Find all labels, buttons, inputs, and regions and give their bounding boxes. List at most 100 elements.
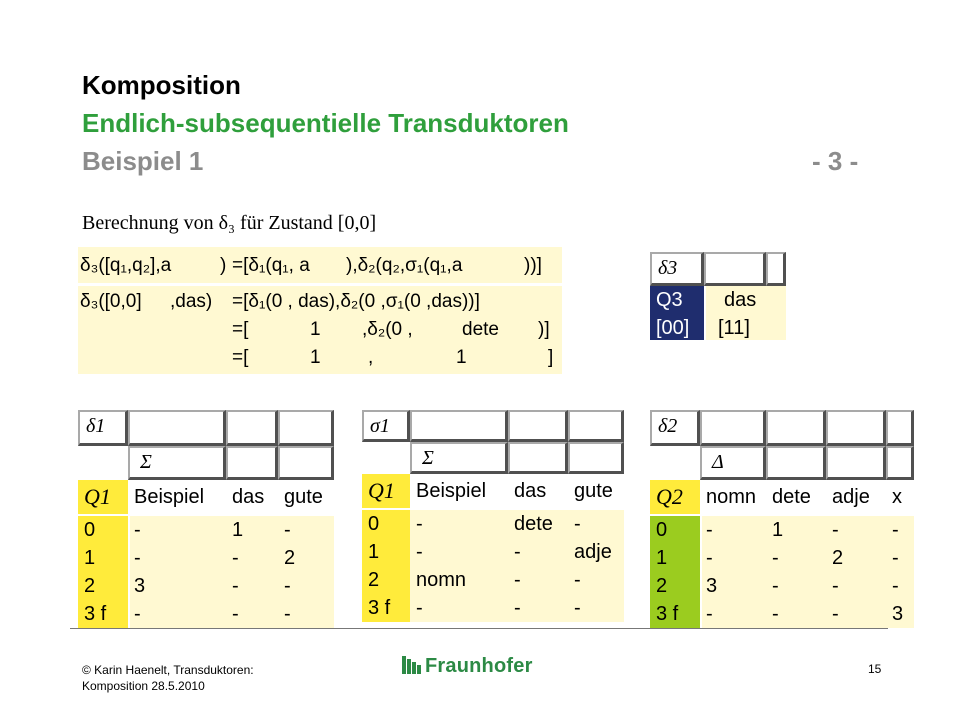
blank-cell: [78, 446, 128, 480]
eq-term: 1: [310, 319, 321, 340]
sigma1-q: Q1: [362, 474, 410, 508]
footer-line-1: © Karin Haenelt, Transduktoren:: [82, 663, 254, 677]
delta1-cell: -: [128, 600, 226, 628]
header-cell: [508, 410, 568, 442]
row-divider: [78, 514, 334, 516]
sigma1-cell: -: [568, 510, 624, 538]
header-cell: [766, 410, 826, 446]
delta2-cell: -: [700, 544, 766, 572]
fraunhofer-logo: [402, 654, 532, 678]
delta3-value: [11]: [704, 314, 786, 340]
slide-subtitle-gray: Beispiel 1: [82, 146, 204, 176]
fraunhofer-logo-text: Fraunhofer: [425, 655, 533, 677]
delta1-state: 3 f: [78, 600, 128, 628]
delta1-cell: 2: [278, 544, 334, 572]
column-divider: [704, 286, 706, 340]
sigma1-cell: -: [568, 594, 624, 622]
delta1-cell: -: [278, 600, 334, 628]
computation-caption: Berechnung von δ₃ für Zustand [0,0]: [82, 212, 377, 234]
sigma1-cell: -: [410, 594, 508, 622]
delta1-cell: -: [278, 516, 334, 544]
delta3-state: [00]: [650, 314, 704, 340]
delta2-q: Q2: [650, 480, 700, 514]
delta2-cell: -: [826, 572, 886, 600]
column-divider: [700, 516, 702, 628]
eq-term: 1: [310, 347, 321, 368]
sigma1-cell: -: [508, 594, 568, 622]
eq-term: ,: [368, 347, 374, 368]
delta1-col: das: [226, 480, 278, 514]
sigma1-state: 0: [362, 510, 410, 538]
delta1-col: gute: [278, 480, 334, 514]
delta2-cell: -: [766, 572, 826, 600]
eq-term: =[: [232, 347, 249, 368]
sigma1-col: Beispiel: [410, 474, 508, 508]
delta1-state: 1: [78, 544, 128, 572]
eq-term: ): [220, 255, 227, 276]
fraunhofer-logo-icon: [402, 656, 421, 674]
header-cell: [826, 446, 886, 480]
delta2-cell: -: [826, 516, 886, 544]
eq-term: =[δ₁(0 , das),δ₂(0 ,σ₁(0 ,das))]: [232, 291, 480, 312]
delta1-col: Beispiel: [128, 480, 226, 514]
header-cell: [226, 446, 278, 480]
delta2-state: 1: [650, 544, 700, 572]
sigma1-state: 3 f: [362, 594, 410, 622]
blank-cell: [362, 442, 410, 474]
delta2-cell: -: [700, 516, 766, 544]
delta1-cell: -: [226, 572, 278, 600]
delta1-sigma: Σ: [128, 446, 226, 480]
sigma1-cell: -: [508, 566, 568, 594]
delta1-cell: 1: [226, 516, 278, 544]
delta2-cell: 1: [766, 516, 826, 544]
slide-title: Komposition: [82, 70, 241, 100]
sigma1-cell: -: [410, 510, 508, 538]
delta2-sigma: Δ: [700, 446, 766, 480]
delta1-state: 2: [78, 572, 128, 600]
eq-term: ))]: [524, 255, 542, 276]
footer-copyright: © Karin Haenelt, Transduktoren: Komposit…: [82, 662, 254, 694]
header-cell: [508, 442, 568, 474]
delta1-cell: -: [226, 544, 278, 572]
eq-term: 1: [456, 347, 467, 368]
eq-term: dete: [462, 319, 499, 340]
blank-cell: [650, 446, 700, 480]
delta2-col: dete: [766, 480, 826, 514]
delta2-cell: -: [826, 600, 886, 628]
delta2-col: adje: [826, 480, 886, 514]
eq-term: ,das): [170, 291, 213, 312]
delta2-state: 0: [650, 516, 700, 544]
delta2-cell: -: [886, 516, 914, 544]
delta2-state: 2: [650, 572, 700, 600]
delta2-cell: 3: [700, 572, 766, 600]
delta2-cell: -: [886, 544, 914, 572]
eq-term: =[: [232, 319, 249, 340]
eq-term: δ₃([0,0]: [80, 291, 142, 312]
sigma1-cell: adje: [568, 538, 624, 566]
header-cell: [826, 410, 886, 446]
column-divider: [128, 516, 130, 628]
sigma1-cell: -: [568, 566, 624, 594]
eq-term: )]: [538, 319, 550, 340]
delta2-cell: -: [766, 600, 826, 628]
eq-term: ),δ₂(q₂,σ₁(q₁,a: [346, 255, 463, 276]
delta2-cell: -: [886, 572, 914, 600]
eq-term: δ₃([q₁,q₂],a: [80, 255, 172, 276]
sigma1-col: das: [508, 474, 568, 508]
sigma1-state: 2: [362, 566, 410, 594]
header-cell: [886, 410, 914, 446]
delta3-col-header: das: [704, 286, 786, 314]
delta2-cell: -: [766, 544, 826, 572]
delta3-corner: δ3: [650, 252, 704, 286]
equation-separator: [78, 283, 562, 286]
delta2-col: nomn: [700, 480, 766, 514]
page-number: 15: [868, 662, 882, 676]
slide-subtitle-green: Endlich-subsequentielle Transduktoren: [82, 108, 569, 138]
sigma1-corner: σ1: [362, 410, 410, 442]
header-cell: [766, 252, 786, 286]
delta2-cell: 3: [886, 600, 914, 628]
delta2-cell: 2: [826, 544, 886, 572]
header-cell: [128, 410, 226, 446]
delta2-col: x: [886, 480, 914, 514]
eq-term: ]: [548, 347, 554, 368]
